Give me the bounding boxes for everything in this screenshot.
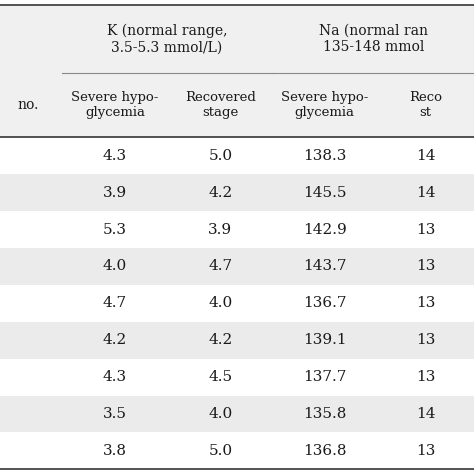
Bar (0, 395, 474, 432)
Text: 4.7: 4.7 (103, 296, 127, 310)
Text: 138.3: 138.3 (303, 149, 346, 163)
Text: no.: no. (17, 99, 38, 112)
Text: 14: 14 (416, 186, 435, 200)
Text: 5.0: 5.0 (209, 149, 232, 163)
Text: 13: 13 (416, 370, 435, 384)
Text: 4.2: 4.2 (208, 186, 233, 200)
Text: Severe hypo-
glycemia: Severe hypo- glycemia (281, 91, 368, 119)
Text: 4.3: 4.3 (103, 370, 127, 384)
Text: 135.8: 135.8 (303, 407, 346, 421)
Text: 4.3: 4.3 (103, 149, 127, 163)
Text: 5.3: 5.3 (103, 223, 127, 237)
Text: 142.9: 142.9 (303, 223, 346, 237)
Text: 13: 13 (416, 444, 435, 458)
Bar (0, 248, 474, 285)
Text: 4.0: 4.0 (208, 407, 233, 421)
Bar (0, 322, 474, 359)
Text: Reco
st: Reco st (409, 91, 442, 119)
Text: 4.2: 4.2 (103, 333, 127, 347)
Text: Severe hypo-
glycemia: Severe hypo- glycemia (71, 91, 159, 119)
Bar (0, 73, 474, 137)
Text: 3.8: 3.8 (103, 444, 127, 458)
Text: 14: 14 (416, 407, 435, 421)
Bar (0, 5, 474, 73)
Bar (0, 174, 474, 211)
Text: 145.5: 145.5 (303, 186, 346, 200)
Text: 143.7: 143.7 (303, 259, 346, 273)
Text: 5.0: 5.0 (209, 444, 232, 458)
Text: Recovered
stage: Recovered stage (185, 91, 256, 119)
Text: K (normal range,
3.5-5.3 mmol/L): K (normal range, 3.5-5.3 mmol/L) (107, 24, 228, 55)
Text: 3.5: 3.5 (103, 407, 127, 421)
Text: 13: 13 (416, 333, 435, 347)
Text: 136.8: 136.8 (303, 444, 346, 458)
Text: 4.2: 4.2 (208, 333, 233, 347)
Text: 13: 13 (416, 223, 435, 237)
Text: 136.7: 136.7 (303, 296, 346, 310)
Text: 4.7: 4.7 (209, 259, 232, 273)
Text: 3.9: 3.9 (103, 186, 127, 200)
Text: 4.0: 4.0 (103, 259, 127, 273)
Text: 4.0: 4.0 (208, 296, 233, 310)
Text: 137.7: 137.7 (303, 370, 346, 384)
Text: 3.9: 3.9 (209, 223, 232, 237)
Text: Na (normal ran
135-148 mmol: Na (normal ran 135-148 mmol (319, 24, 428, 54)
Text: 4.5: 4.5 (209, 370, 232, 384)
Text: 14: 14 (416, 149, 435, 163)
Text: 139.1: 139.1 (303, 333, 346, 347)
Text: 13: 13 (416, 296, 435, 310)
Text: 13: 13 (416, 259, 435, 273)
